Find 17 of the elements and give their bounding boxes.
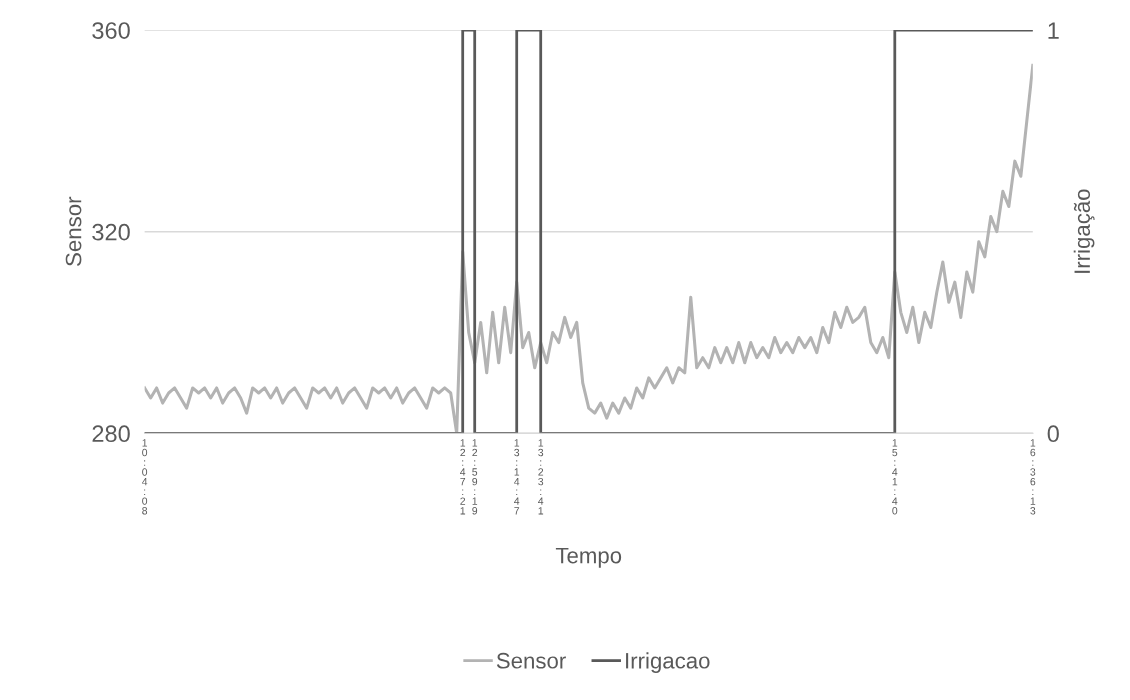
x-tick-label: 16:36:13 xyxy=(1030,439,1036,515)
y-tick-label: 280 xyxy=(92,425,130,443)
y2-tick-label: 0 xyxy=(1047,425,1059,443)
y-axis-title: Sensor xyxy=(65,196,82,266)
legend-label: Sensor xyxy=(496,652,566,669)
y2-tick-label: 1 xyxy=(1048,22,1059,39)
x-axis-title: Tempo xyxy=(555,547,622,568)
x-tick-label: 13:23:41 xyxy=(538,439,544,515)
y2-axis-title: Irrigação xyxy=(1073,189,1095,273)
x-tick-label: 13:14:47 xyxy=(514,439,520,515)
y-tick-label: 320 xyxy=(92,223,130,241)
y-tick-label: 360 xyxy=(92,22,130,39)
x-tick-label: 10:04:08 xyxy=(141,439,148,515)
x-tick-label: 12:59:19 xyxy=(472,439,478,515)
x-tick-label: 15:41:40 xyxy=(892,439,898,515)
legend-label: Irrigacao xyxy=(626,652,710,673)
x-tick-label: 12:47:21 xyxy=(460,439,466,515)
